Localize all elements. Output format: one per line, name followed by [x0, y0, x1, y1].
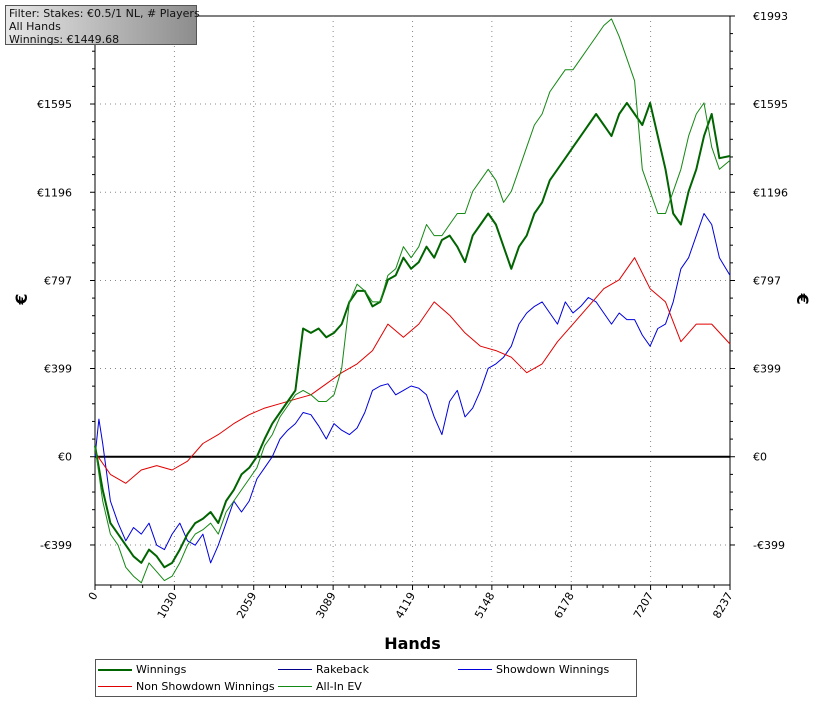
legend-label-non-showdown: Non Showdown Winnings: [136, 680, 275, 693]
legend-swatch-rakeback: [278, 669, 312, 670]
y-tick-label-right: €399: [753, 363, 781, 376]
legend-label-all-in-ev: All-In EV: [316, 680, 362, 693]
y-tick-label-left: €1196: [37, 186, 72, 199]
y-tick-label-left: -€399: [40, 539, 72, 552]
x-tick-label: 6178: [552, 590, 577, 621]
legend-label-rakeback: Rakeback: [316, 663, 370, 676]
legend-item-non-showdown: Non Showdown Winnings: [98, 680, 275, 693]
legend-item-winnings: Winnings: [98, 663, 186, 676]
legend-swatch-showdown: [458, 669, 492, 670]
filter-info-box: Filter: Stakes: €0.5/1 NL, # Players All…: [5, 5, 200, 46]
x-tick-label: 2059: [234, 590, 259, 621]
y-tick-label-left: €0: [58, 451, 72, 464]
y-tick-label-right: €1196: [753, 186, 788, 199]
legend-label-showdown: Showdown Winnings: [496, 663, 610, 676]
legend-item-rakeback: Rakeback: [278, 663, 369, 676]
chart-legend: Winnings Non Showdown Winnings Rakeback …: [95, 659, 637, 697]
x-tick-label: 3089: [313, 590, 338, 621]
x-tick-label: 7207: [631, 590, 656, 621]
filter-text: Filter: Stakes: €0.5/1 NL, # Players: [9, 7, 200, 20]
plot-area: [94, 15, 731, 586]
winnings-total-text: Winnings: €1449.68: [9, 33, 120, 46]
y-tick-label-right: €797: [753, 274, 781, 287]
y-axis-title-left: €: [12, 293, 31, 305]
series-line-winnings: [94, 101, 731, 569]
legend-swatch-all-in-ev: [278, 686, 312, 687]
series-line-all-in-ev: [94, 18, 731, 584]
y-tick-label-left: €399: [44, 363, 72, 376]
y-tick-label-left: €1595: [37, 98, 72, 111]
legend-item-showdown: Showdown Winnings: [458, 663, 609, 676]
hands-filter-text: All Hands: [9, 20, 61, 33]
x-tick-label: 4119: [393, 590, 418, 621]
y-tick-label-right: €0: [753, 451, 767, 464]
y-tick-label-right: €1993: [753, 10, 788, 23]
legend-label-winnings: Winnings: [136, 663, 187, 676]
x-axis-title: Hands: [384, 634, 441, 653]
legend-item-all-in-ev: All-In EV: [278, 680, 362, 693]
x-tick-label: 0: [86, 590, 101, 603]
series-line-non-showdown-winnings: [94, 257, 731, 484]
legend-swatch-winnings: [98, 668, 132, 671]
x-tick-label: 5148: [472, 590, 497, 621]
y-axis-title-right: €: [793, 292, 812, 304]
series-line-showdown-winnings: [94, 213, 731, 564]
x-tick-label: 1030: [155, 590, 180, 621]
y-tick-label-right: -€399: [753, 539, 785, 552]
y-tick-label-left: €797: [44, 274, 72, 287]
y-tick-label-right: €1595: [753, 98, 788, 111]
legend-swatch-non-showdown: [98, 686, 132, 687]
x-tick-label: 8237: [710, 590, 735, 621]
